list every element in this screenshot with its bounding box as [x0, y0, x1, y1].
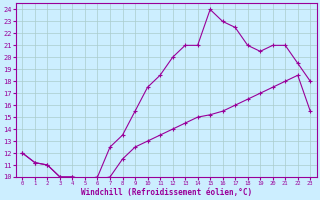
X-axis label: Windchill (Refroidissement éolien,°C): Windchill (Refroidissement éolien,°C) [81, 188, 252, 197]
